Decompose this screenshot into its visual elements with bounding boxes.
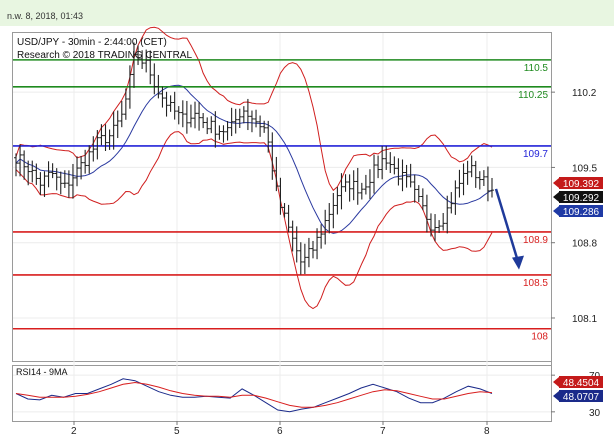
- price-badge: [559, 205, 603, 217]
- time-tick-label: 8: [484, 426, 490, 437]
- price-tick-label: 108.1: [572, 314, 597, 325]
- timestamp-label: n.w. 8, 2018, 01:43: [7, 11, 84, 21]
- price-badge: [559, 191, 603, 203]
- price-badge-label: 109.292: [563, 193, 600, 204]
- main-panel-frame: [12, 32, 552, 362]
- level-label: 109.7: [523, 149, 548, 160]
- rsi-badge: [559, 376, 603, 388]
- key-levels: 110.5 110.25 109.7 108.9 108.5 108: [13, 59, 551, 343]
- price-tick-label: 108.8: [572, 239, 597, 250]
- price-axis-ticks: 110.2 109.5 108.8 108.1: [551, 88, 597, 325]
- projection-arrow: [494, 188, 524, 270]
- rsi-badge: [559, 390, 603, 402]
- price-bars: [14, 42, 494, 275]
- rsi-badge-pointer: [553, 377, 559, 387]
- price-badge-pointer: [553, 178, 559, 188]
- time-tick-label: 2: [71, 426, 77, 437]
- arrow-shaft: [494, 188, 520, 262]
- price-badge: [559, 177, 603, 189]
- level-label: 108.5: [523, 278, 548, 289]
- price-tick-label: 109.5: [572, 163, 597, 174]
- arrow-head: [512, 255, 524, 270]
- rsi-tick-label: 30: [589, 408, 601, 419]
- price-badge-label: 109.392: [563, 179, 600, 190]
- bollinger-bands: [15, 26, 493, 310]
- rsi-badge-label: 48.4504: [563, 378, 600, 389]
- time-tick-label: 5: [174, 426, 180, 437]
- lower-band: [15, 131, 493, 310]
- price-badges: 109.392 109.292 109.286: [553, 177, 603, 218]
- rsi-badge-label: 48.0707: [563, 392, 600, 403]
- timestamp-bar: n.w. 8, 2018, 01:43: [0, 0, 614, 26]
- rsi-series: [15, 378, 493, 413]
- time-axis-ticks: 2 5 6 7 8: [71, 421, 490, 437]
- time-tick-label: 6: [277, 426, 283, 437]
- moving-average: [15, 84, 493, 234]
- level-label: 108: [531, 332, 548, 343]
- level-label: 110.5: [524, 63, 549, 74]
- rsi-gridlines: [13, 374, 551, 413]
- price-badge-label: 109.286: [563, 207, 600, 218]
- price-tick-label: 110.2: [572, 88, 597, 99]
- rsi-badge-pointer: [553, 391, 559, 401]
- rsi-title: RSI14 - 9MA: [16, 367, 68, 377]
- rsi-badges: 48.4504 48.0707: [553, 376, 603, 403]
- chart-subtitle: Research © 2018 TRADING CENTRAL: [17, 50, 192, 61]
- price-badge-pointer: [553, 206, 559, 216]
- level-label: 110.25: [518, 90, 548, 101]
- main-gridlines: [13, 33, 551, 421]
- upper-band: [15, 26, 493, 192]
- chart-title: USD/JPY - 30min - 2:44:00 (CET): [17, 37, 167, 48]
- rsi-ma-line: [15, 381, 493, 408]
- level-label: 108.9: [523, 235, 548, 246]
- price-badge-pointer: [553, 192, 559, 202]
- time-tick-label: 7: [380, 426, 386, 437]
